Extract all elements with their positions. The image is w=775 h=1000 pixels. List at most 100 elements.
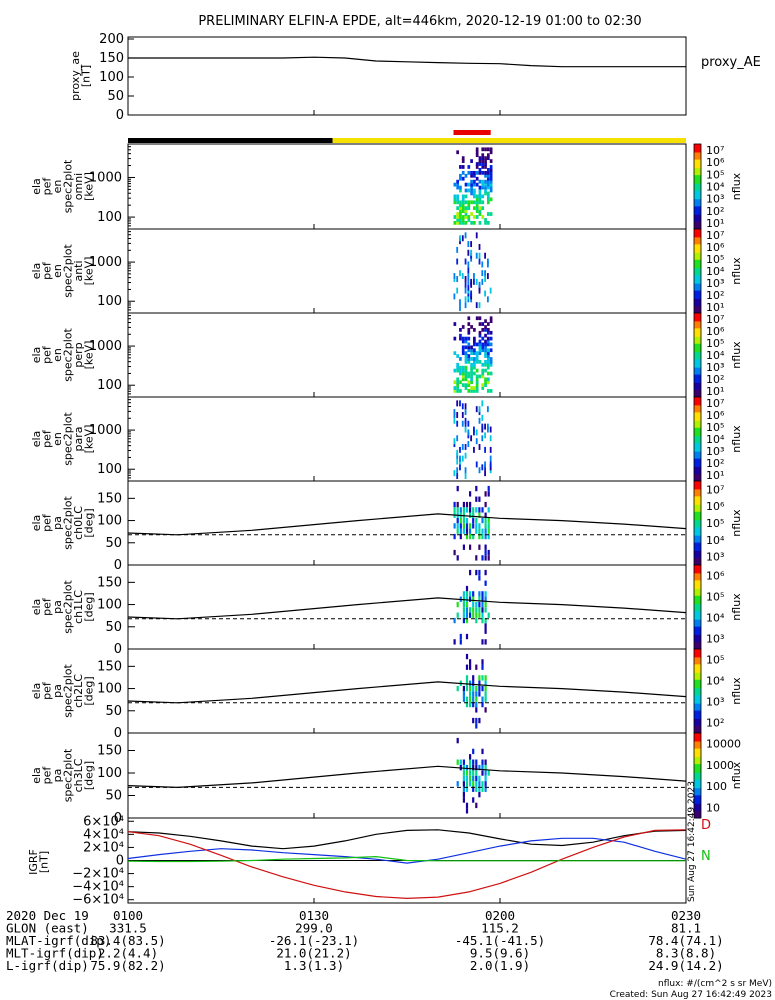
pitch-cell (465, 802, 469, 809)
colorbar-cell (694, 346, 701, 349)
colorbar-cell (694, 747, 701, 750)
spectrogram-cell (489, 159, 493, 163)
spectrogram-cell (473, 200, 476, 205)
spectrogram-cell (470, 371, 473, 376)
colorbar-cell (694, 370, 701, 373)
pitch-ylabel-0-line: ela (30, 515, 43, 532)
colorbar-cell (694, 252, 701, 255)
pitch-cell (462, 528, 465, 534)
colorbar-cell (694, 236, 701, 238)
colorbar-cell (694, 799, 701, 802)
colorbar-tick-label: 10⁵ (706, 517, 724, 530)
spectrogram-cell (467, 441, 470, 448)
colorbar-cell (694, 752, 701, 755)
pitch-cell (487, 491, 490, 497)
spectrogram-cell (467, 348, 471, 353)
colorbar-label: nflux (730, 341, 743, 369)
colorbar-cell (694, 464, 701, 467)
colorbar-cell (694, 301, 701, 304)
colorbar-cell (694, 476, 701, 479)
colorbar-cell (694, 360, 701, 363)
colorbar-cell (694, 226, 701, 229)
pitch-cell (465, 533, 469, 540)
spectrogram-cell (481, 374, 485, 379)
pitch-cell (469, 569, 472, 576)
spectrogram-cell (481, 170, 485, 175)
spectrogram-cell (486, 168, 490, 172)
spectrogram-cell (456, 380, 459, 385)
colorbar-cell (694, 219, 701, 221)
spectrogram-cell (470, 170, 473, 175)
footer-value: 21.0(21.2) (276, 946, 351, 961)
colorbar-cell (694, 243, 701, 245)
pitch-cell (484, 691, 487, 697)
spectrogram-cell (484, 368, 487, 373)
colorbar-cell (694, 716, 701, 719)
pitch-cell (487, 555, 490, 561)
pitch-cell (487, 485, 490, 492)
spectrogram-cell (459, 235, 461, 242)
colorbar-cell (694, 677, 701, 679)
pitch-ylabel-2-line: ch2LC (72, 674, 85, 708)
spectrogram-cell (459, 203, 462, 208)
colorbar-cell (694, 315, 701, 318)
spectrogram-cell (481, 342, 485, 347)
colorbar-cell (694, 207, 701, 210)
pitch-cell (481, 659, 484, 665)
colorbar-cell (694, 808, 701, 810)
spectrogram-cell (470, 357, 473, 361)
footer-value: 81.1 (671, 921, 701, 936)
pitch-cell (469, 528, 472, 534)
spectrogram-cell (484, 182, 487, 187)
colorbar-cell (694, 155, 701, 158)
colorbar-cell (694, 183, 701, 186)
colorbar-tick-label: 10⁶ (706, 241, 725, 254)
pitch-cell (484, 617, 487, 624)
colorbar-cell (694, 399, 701, 402)
spectrogram-cell (475, 200, 479, 205)
spectrogram-cell (486, 220, 490, 225)
colorbar-tick-label: 10³ (706, 277, 724, 290)
pitch-cell (475, 775, 478, 782)
spectrogram-cell (481, 215, 485, 219)
colorbar-cell (694, 636, 701, 639)
pitch-cell (456, 555, 459, 561)
colorbar-cell (694, 415, 701, 418)
colorbar-cell (694, 380, 701, 383)
igrf-tick-label: −4×10⁴ (72, 880, 124, 895)
spectrogram-cell (481, 322, 485, 326)
pitch-cell (465, 523, 469, 529)
pitch-cell (462, 501, 465, 508)
colorbar-cell (694, 268, 701, 271)
spectrogram-cell (461, 218, 465, 222)
colorbar-cell (694, 292, 701, 294)
pitch-cell (462, 523, 465, 529)
spectrogram-cell (470, 200, 473, 205)
pitch-cell (462, 517, 465, 524)
colorbar-cell (694, 618, 701, 621)
spectrogram-cell (464, 473, 467, 480)
colorbar-cell (694, 413, 701, 416)
spectrogram-cell (481, 153, 485, 158)
colorbar-cell (694, 244, 701, 247)
spectrogram-cell (459, 215, 462, 219)
pitch-cell (472, 533, 475, 540)
colorbar-cell (694, 457, 701, 460)
pitch-cell (469, 544, 472, 550)
pitch-cell (469, 759, 472, 765)
spectrogram-cell (459, 176, 462, 181)
pitch-cell (459, 523, 462, 529)
pitch-cell (472, 680, 475, 686)
spectrogram-cell (467, 345, 471, 350)
pitch-cell (487, 549, 490, 556)
pitch-cell (475, 696, 478, 702)
spectrogram-ylabel-1-line: ela (30, 263, 43, 280)
colorbar-tick-label: 10⁵ (706, 654, 724, 667)
spectrogram-cell (484, 423, 486, 430)
colorbar-cell (694, 321, 701, 324)
pitch-cell (462, 786, 465, 792)
spectrogram-cell (461, 165, 465, 169)
footer-value: -26.1(-23.1) (269, 933, 359, 948)
spectrogram-cell (470, 182, 473, 187)
